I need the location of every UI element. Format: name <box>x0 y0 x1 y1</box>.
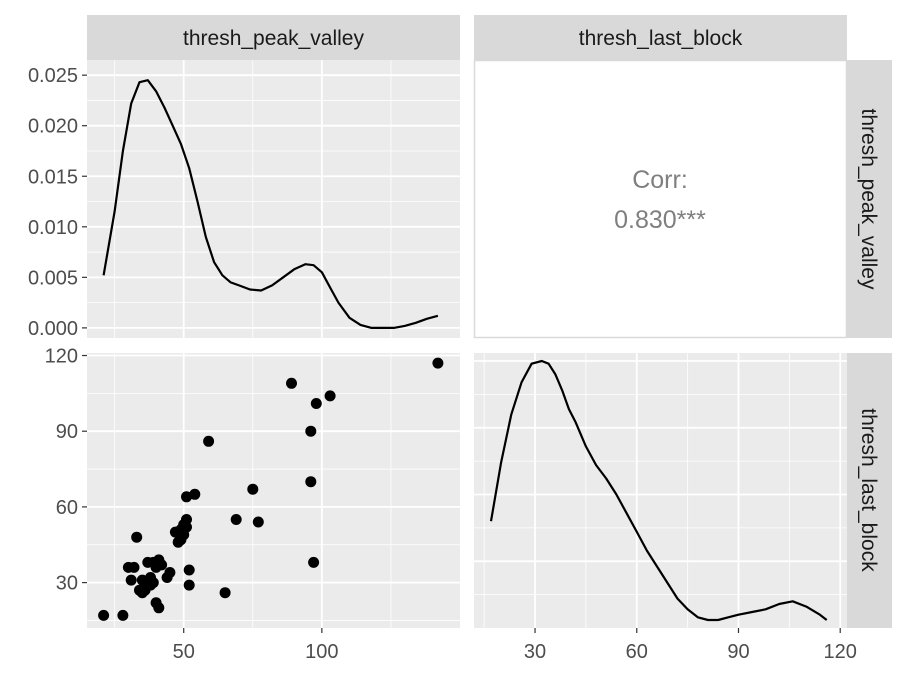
column-strip-2: thresh_last_block <box>474 15 847 60</box>
scatter-point <box>128 561 140 573</box>
scatter-y-tick-label: 30 <box>56 573 78 595</box>
scatter-point <box>164 567 176 578</box>
scatter-point <box>125 574 137 586</box>
density-peak-valley-curve <box>102 79 439 329</box>
corr-value: 0.830*** <box>614 206 706 234</box>
scatter-point <box>181 514 192 525</box>
density-last-block-x-tick-label: 30 <box>524 641 546 663</box>
row-strip-1: thresh_peak_valley <box>847 60 892 338</box>
scatter-point <box>305 476 317 488</box>
density-peak-valley-y-tick-label: 0.015 <box>28 166 78 188</box>
scatter-point <box>153 602 165 614</box>
scatter-point <box>183 564 195 576</box>
density-peak-valley-y-tick-label: 0.010 <box>28 217 78 239</box>
scatter-point <box>117 609 129 621</box>
scatter-point <box>181 521 192 533</box>
scatter-x-tick-label: 100 <box>305 641 338 663</box>
scatter-point <box>286 377 297 389</box>
density-last-block-x-tick-label: 90 <box>727 641 749 663</box>
scatter-point <box>156 559 168 571</box>
density-peak-valley-y-tick-label: 0.005 <box>28 267 78 289</box>
scatter-x-tick-label: 50 <box>173 641 195 663</box>
scatter-point <box>252 516 264 528</box>
scatter-point <box>308 556 320 568</box>
density-last-block-x-tick-label: 60 <box>626 641 648 663</box>
scatter-point <box>98 609 110 621</box>
panel-density-peak-valley <box>87 60 460 338</box>
column-strip-1: thresh_peak_valley <box>87 15 460 60</box>
panel-correlation <box>473 59 848 339</box>
scatter-point <box>230 514 242 525</box>
scatter-point <box>247 483 259 495</box>
axes-layer: 0.000 0.005 0.010 0.015 0.020 0.025 50 100 30 60 9… <box>28 65 857 663</box>
scatter-point <box>432 357 444 369</box>
marks-layer <box>98 79 828 622</box>
row-strip-1-label: thresh_peak_valley <box>857 109 880 290</box>
corr-label: Corr: <box>632 166 688 194</box>
column-strip-2-label: thresh_last_block <box>579 27 743 50</box>
row-strip-2-label: thresh_last_block <box>857 408 880 572</box>
column-strip-1-label: thresh_peak_valley <box>183 27 364 50</box>
scatter-point <box>219 587 231 599</box>
scatter-y-tick-label: 90 <box>56 421 78 443</box>
scatter-y-tick-label: 60 <box>56 497 78 519</box>
scatter-y-tick-label: 120 <box>45 346 78 368</box>
scatter-point <box>305 425 317 437</box>
density-last-block-curve <box>489 359 828 622</box>
scatter-point <box>203 435 215 447</box>
panel-density-last-block <box>474 353 847 628</box>
scatter-point <box>310 398 322 409</box>
scatter-point <box>324 390 336 402</box>
scatter-point <box>181 491 192 503</box>
scatter-point <box>147 577 159 589</box>
scatter-point <box>189 488 201 500</box>
row-strip-2: thresh_last_block <box>847 353 892 628</box>
density-peak-valley-y-tick-label: 0.000 <box>28 318 78 340</box>
density-peak-valley-y-tick-label: 0.025 <box>28 65 78 87</box>
grid-layer <box>87 60 847 628</box>
density-last-block-x-tick-label: 120 <box>824 641 857 663</box>
scatter-point <box>183 579 195 591</box>
scatter-point <box>131 531 143 543</box>
density-peak-valley-y-tick-label: 0.020 <box>28 116 78 138</box>
